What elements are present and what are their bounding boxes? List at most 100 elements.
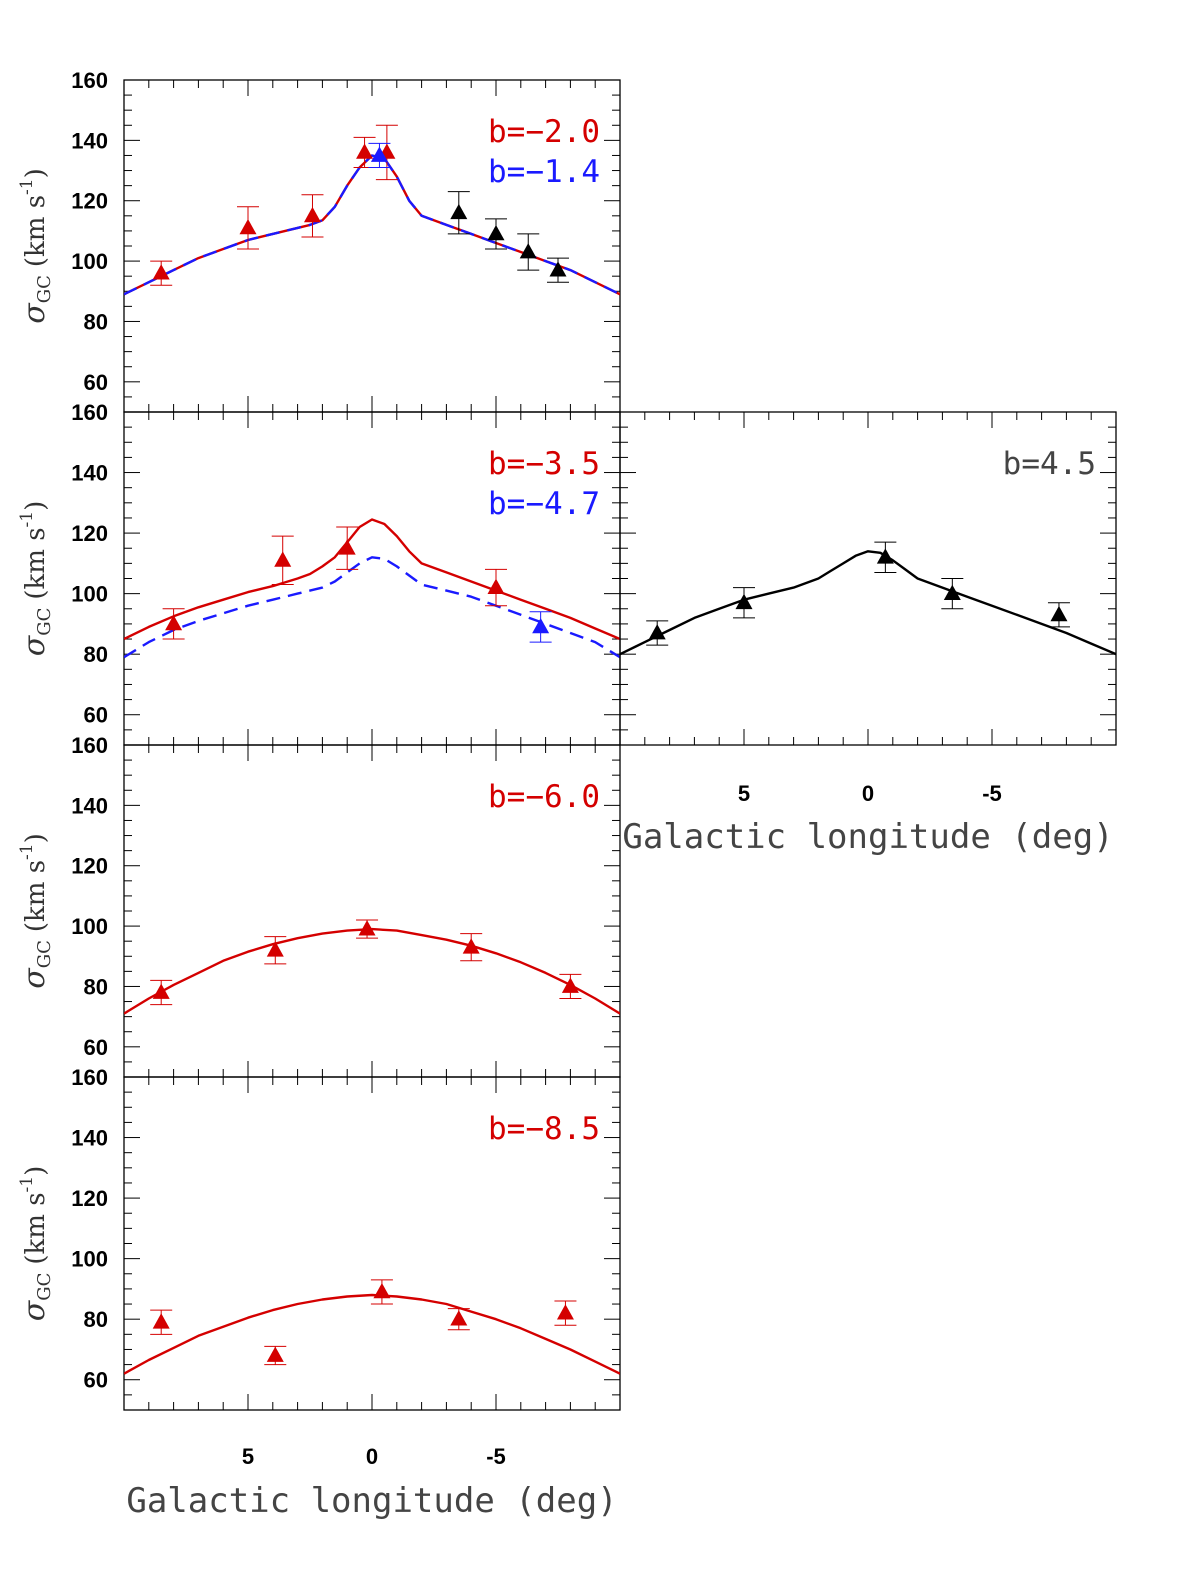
y-tick-label: 100: [71, 914, 108, 939]
data-point: [487, 578, 505, 594]
x-axis-label: Galactic longitude (deg): [622, 817, 1113, 857]
y-tick-label: 80: [84, 1307, 108, 1332]
y-label-close: ): [21, 833, 51, 843]
y-label-close: ): [21, 168, 51, 178]
panel-1: 60 80 100 120 140 160 σGC (km s-1) b=−3.5 b=−4.7: [17, 400, 621, 746]
data-point: [303, 206, 321, 223]
series-line-0: [124, 1293, 620, 1375]
series-line-0: [124, 927, 620, 1015]
data-point: [549, 261, 567, 277]
panel-3: 60 80 100 120 140 160 σGC (km s-1) b=−6.0: [17, 733, 621, 1078]
y-label-exp: -1: [17, 843, 37, 860]
y-label-units: (km s: [21, 527, 51, 599]
data-point: [462, 938, 480, 954]
y-tick-label: 80: [84, 974, 108, 999]
x-tick-label: -5: [982, 781, 1002, 806]
y-tick-label: 120: [71, 521, 108, 546]
y-tick-label: 160: [71, 400, 108, 425]
data-point: [943, 584, 961, 601]
panel-annotation: b=−3.5: [488, 446, 600, 482]
panel-4: 60 80 100 120 140 160 σGC (km s-1) 5 0 -5 Galactic …: [17, 1065, 621, 1521]
data-point: [532, 618, 550, 634]
y-tick-label: 60: [84, 703, 108, 728]
x-tick-label: 5: [738, 781, 750, 806]
panel-annotation: b=4.5: [1003, 446, 1096, 482]
panel-annotation: b=−1.4: [488, 154, 600, 190]
panel-annotation: b=−2.0: [488, 114, 600, 150]
data-point: [358, 920, 376, 936]
y-tick-label: 60: [84, 1035, 108, 1060]
data-point: [556, 1304, 574, 1320]
y-label-exp: -1: [17, 511, 37, 528]
data-point: [266, 941, 284, 957]
y-axis-label: σGC (km s-1): [17, 501, 55, 657]
series-line-0: [124, 518, 620, 641]
y-label-sigma: σ: [17, 1299, 52, 1321]
y-tick-label: 120: [71, 189, 108, 214]
y-tick-label: 60: [84, 1368, 108, 1393]
y-tick-label: 140: [71, 1126, 108, 1151]
y-label-sigma: σ: [17, 302, 52, 324]
y-label-sub: GC: [34, 1273, 55, 1301]
data-point: [450, 203, 468, 220]
y-tick-label: 60: [84, 370, 108, 395]
y-label-units: (km s: [21, 860, 51, 932]
y-label-sigma: σ: [17, 967, 52, 989]
y-tick-label: 80: [84, 309, 108, 334]
data-point: [648, 624, 666, 640]
x-tick-label: 5: [242, 1444, 254, 1469]
panel-0: 60 80 100 120 140 160 σGC (km s-1) b=−2.0 b=−1.4: [17, 68, 621, 413]
data-point: [450, 1310, 468, 1326]
y-tick-label: 80: [84, 642, 108, 667]
data-point: [735, 593, 753, 610]
y-label-sigma: σ: [17, 634, 52, 656]
y-label-exp: -1: [17, 1176, 37, 1193]
x-tick-label: 0: [366, 1444, 378, 1469]
data-point: [1050, 605, 1068, 622]
data-point: [487, 225, 505, 241]
data-point: [266, 1346, 284, 1362]
y-tick-label: 140: [71, 793, 108, 818]
y-tick-label: 100: [71, 249, 108, 274]
y-label-close: ): [21, 1166, 51, 1176]
y-label-units: (km s: [21, 1192, 51, 1264]
y-tick-label: 120: [71, 854, 108, 879]
y-label-sub: GC: [34, 940, 55, 968]
data-point: [152, 1313, 170, 1329]
data-point: [338, 539, 356, 555]
y-label-units: (km s: [21, 195, 51, 267]
data-point: [239, 218, 257, 235]
series-line-1: [124, 154, 620, 296]
panel-annotation: b=−6.0: [488, 779, 600, 815]
data-point: [876, 548, 894, 564]
y-tick-label: 100: [71, 582, 108, 607]
x-tick-label: -5: [486, 1444, 506, 1469]
y-axis-label: σGC (km s-1): [17, 168, 55, 324]
data-point: [356, 143, 374, 159]
y-tick-label: 100: [71, 1247, 108, 1272]
data-point: [274, 551, 292, 567]
data-point: [519, 243, 537, 259]
data-point: [152, 983, 170, 999]
series-line-1: [124, 556, 620, 659]
x-axis-label: Galactic longitude (deg): [126, 1481, 617, 1521]
y-axis-label: σGC (km s-1): [17, 1166, 55, 1322]
y-axis-label: σGC (km s-1): [17, 833, 55, 989]
panel-2: 5 0 -5 Galactic longitude (deg) b=4.5: [619, 411, 1117, 857]
y-tick-label: 160: [71, 68, 108, 93]
data-point: [561, 977, 579, 993]
data-point: [373, 1283, 391, 1299]
panel-annotation: b=−8.5: [488, 1111, 600, 1147]
data-point: [152, 264, 170, 280]
panel-annotation: b=−4.7: [488, 486, 600, 522]
y-tick-label: 160: [71, 1065, 108, 1090]
y-label-exp: -1: [17, 178, 37, 195]
data-point: [370, 146, 388, 162]
y-tick-label: 160: [71, 733, 108, 758]
y-label-sub: GC: [34, 275, 55, 303]
x-tick-label: 0: [862, 781, 874, 806]
y-label-close: ): [21, 501, 51, 511]
y-tick-label: 140: [71, 461, 108, 486]
series-line-0: [620, 550, 1116, 656]
